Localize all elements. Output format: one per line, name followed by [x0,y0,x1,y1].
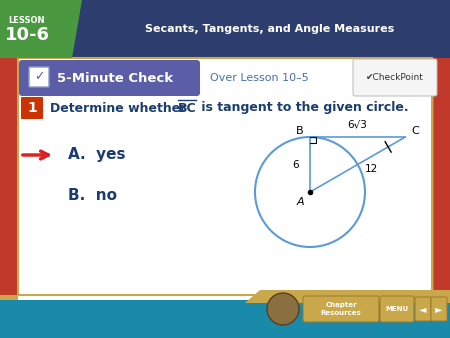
Text: 6: 6 [292,160,299,169]
Circle shape [267,293,299,325]
Bar [18,58,432,295]
Text: LESSON: LESSON [8,16,45,25]
Text: ◄: ◄ [419,304,427,314]
FancyBboxPatch shape [380,296,414,322]
Text: Secants, Tangents, and Angle Measures: Secants, Tangents, and Angle Measures [145,24,395,34]
Text: Determine whether: Determine whether [50,101,191,115]
FancyBboxPatch shape [431,297,447,321]
Text: 1: 1 [27,101,37,115]
Polygon shape [245,290,450,303]
Bar [18,58,432,300]
Text: ✓: ✓ [34,71,44,83]
FancyBboxPatch shape [29,67,49,87]
Bar [18,290,432,300]
Text: 12: 12 [365,165,378,174]
Text: 6√3: 6√3 [348,120,368,130]
Bar [0,305,450,338]
Text: ►: ► [435,304,443,314]
Text: B: B [296,126,304,136]
Text: is tangent to the given circle.: is tangent to the given circle. [197,101,409,115]
FancyBboxPatch shape [353,59,437,96]
Bar [0,300,450,338]
Text: 10-6: 10-6 [5,26,50,44]
FancyBboxPatch shape [19,60,200,96]
Text: 5-Minute Check: 5-Minute Check [57,72,173,84]
Text: A.  yes: A. yes [68,147,126,163]
Text: ✔CheckPoint: ✔CheckPoint [366,72,424,81]
FancyBboxPatch shape [303,296,379,322]
Polygon shape [0,295,450,305]
Polygon shape [0,0,82,58]
Text: MENU: MENU [386,306,409,312]
Text: Over Lesson 10–5: Over Lesson 10–5 [210,73,309,83]
Text: C: C [411,126,419,136]
Bar [0,0,450,58]
FancyBboxPatch shape [415,297,431,321]
Text: B.  no: B. no [68,188,117,202]
FancyBboxPatch shape [21,97,43,119]
Text: A: A [296,197,304,207]
Text: Chapter
Resources: Chapter Resources [320,302,361,316]
Text: BC: BC [178,101,197,115]
